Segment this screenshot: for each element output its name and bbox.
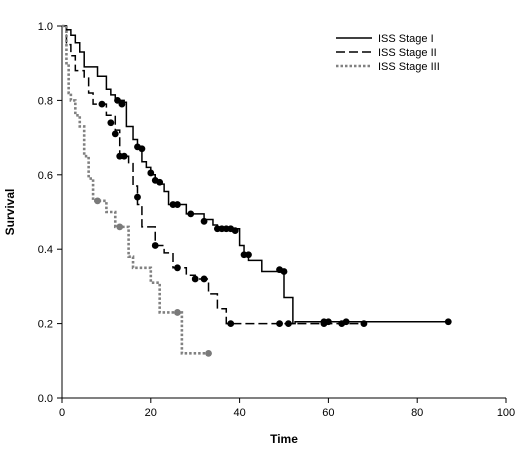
legend: ISS Stage I ISS Stage II ISS Stage III [336,33,440,73]
censor-point-stage-2 [98,100,106,108]
censor-point-stage-2 [134,193,141,201]
x-tick-label: 40 [233,407,245,419]
censor-point-stage-1 [231,227,239,235]
censor-point-stage-2 [320,320,328,327]
x-tick-label: 80 [411,407,423,419]
censor-point-stage-2 [120,152,128,160]
censor-point-stage-1 [114,97,121,104]
legend-label-stage-1: ISS Stage I [378,33,434,45]
censor-point-stage-2 [151,242,159,249]
censor-point-stage-1 [138,145,146,153]
censor-point-stage-1 [118,100,126,108]
censor-point-stage-2 [285,320,292,327]
censor-point-stage-2 [107,119,115,127]
censor-point-stage-2 [174,264,181,272]
series-line-stage-2 [62,25,364,325]
censor-point-stage-2 [360,320,368,327]
axes [61,26,506,399]
y-tick-label: 0.8 [38,95,53,107]
legend-label-stage-3: ISS Stage III [378,61,440,73]
x-axis-title: Time [270,432,298,446]
y-tick-label: 0.0 [38,393,53,405]
x-tick-label: 100 [497,407,515,419]
ticks: 0 20 40 60 80 100 0.0 0.2 0.4 0.6 0.8 1.0 [38,21,515,419]
x-tick-label: 60 [322,407,334,419]
censor-point-stage-3 [205,349,212,357]
censor-point-stage-1 [444,318,452,326]
censor-point-stage-2 [227,320,235,327]
y-tick-label: 1.0 [38,21,53,33]
censor-point-stage-1 [280,268,288,275]
censor-point-stage-2 [338,320,346,327]
censor-point-stage-2 [276,320,283,327]
censor-point-stage-1 [245,251,252,259]
censor-point-stage-2 [111,130,119,138]
series-line-stage-3 [62,24,209,355]
series-group [62,24,452,357]
legend-label-stage-2: ISS Stage II [378,47,437,59]
censor-point-stage-1 [187,210,195,218]
y-tick-label: 0.6 [38,170,53,182]
x-tick-label: 20 [145,407,157,419]
censor-point-stage-2 [191,275,199,283]
y-axis-title: Survival [3,189,17,236]
y-tick-label: 0.2 [38,319,53,331]
censor-point-stage-3 [116,223,124,231]
censor-point-stage-3 [174,309,181,316]
y-tick-label: 0.4 [38,244,53,256]
censor-point-stage-3 [94,197,101,205]
censor-point-stage-1 [156,178,164,186]
x-tick-label: 0 [59,407,65,419]
censor-point-stage-1 [147,169,155,177]
censor-point-stage-1 [174,201,181,208]
censor-point-stage-1 [200,217,208,225]
censor-point-stage-2 [200,275,208,283]
